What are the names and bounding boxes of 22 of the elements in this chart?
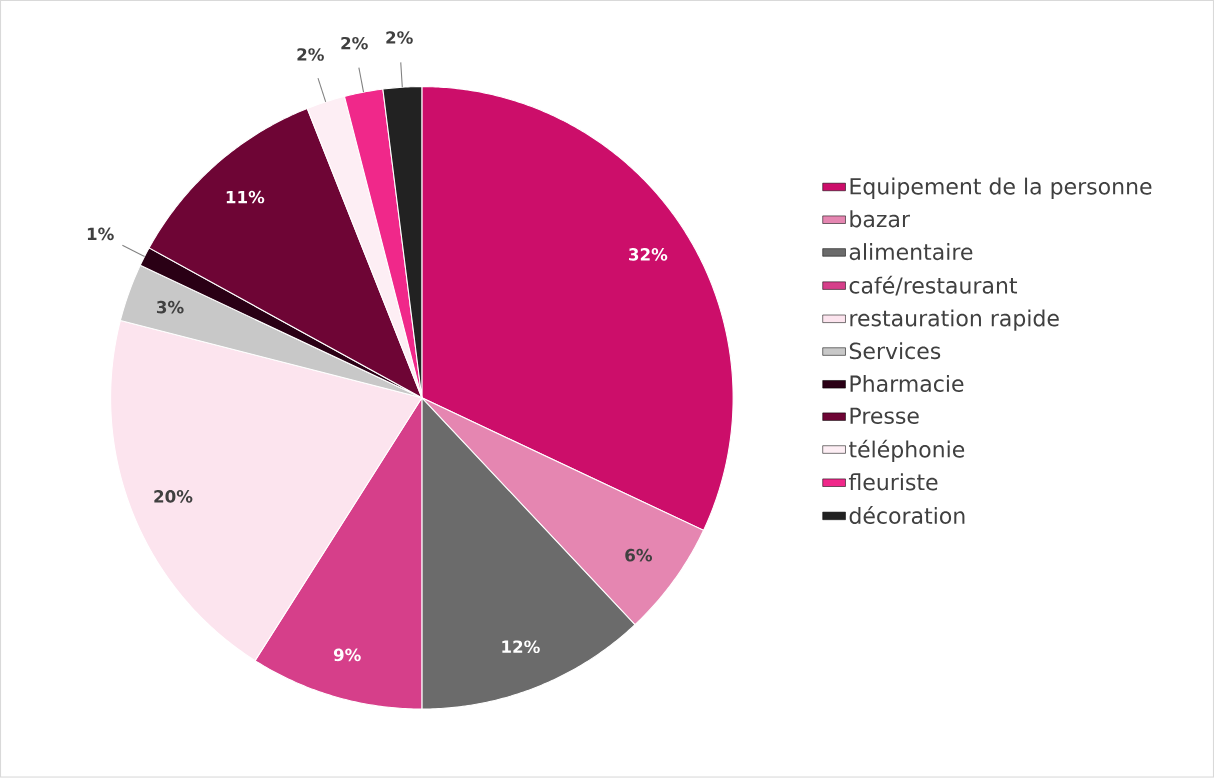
legend-label: Services	[849, 342, 941, 360]
legend-label: restauration rapide	[850, 309, 1059, 331]
legend-label: Presse	[850, 407, 919, 425]
data-label: 12%	[502, 640, 540, 654]
legend-label: bazar	[850, 210, 911, 228]
data-label: 3%	[156, 301, 184, 314]
data-label: 2%	[341, 37, 368, 50]
data-label: 2%	[386, 31, 413, 44]
data-label: 11%	[226, 190, 265, 204]
data-label: 9%	[333, 648, 361, 662]
data-label: 32%	[629, 248, 668, 261]
data-label: 6%	[625, 549, 653, 562]
legend-label: fleuriste	[848, 473, 938, 491]
legend-label: décoration	[849, 506, 965, 525]
legend-label: Equipement de la personne	[850, 177, 1152, 200]
legend-label: café/restaurant	[849, 276, 1018, 296]
data-label: 20%	[154, 490, 193, 503]
data-label: 2%	[297, 48, 324, 61]
data-label: 1%	[87, 227, 114, 241]
legend-label: téléphonie	[849, 439, 965, 463]
legend-label: Pharmacie	[850, 375, 964, 393]
legend-label: alimentaire	[849, 243, 973, 261]
